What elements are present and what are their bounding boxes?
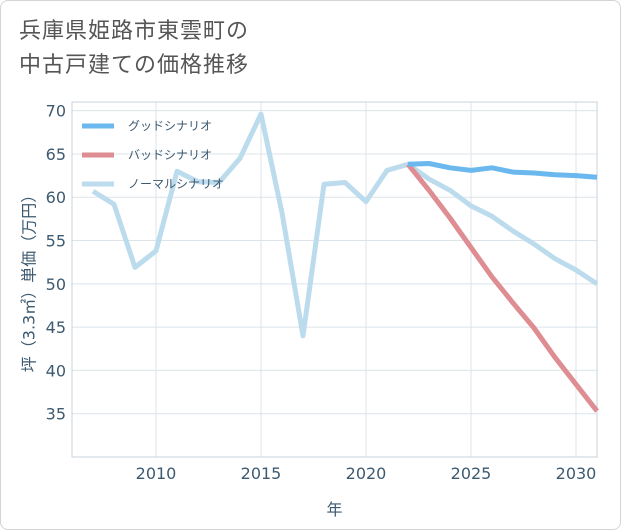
series-line-0: [407, 161, 598, 180]
x-tick-label: 2015: [241, 464, 282, 483]
y-tick-label: 70: [46, 102, 66, 121]
legend-label-2: ノーマルシナリオ: [128, 177, 224, 191]
legend-label-1: バッドシナリオ: [128, 148, 212, 162]
y-tick-label: 50: [46, 275, 66, 294]
grid: [72, 102, 597, 457]
y-tick-label: 60: [46, 188, 66, 207]
y-tick-label: 35: [46, 405, 66, 424]
series-line-2: [91, 111, 599, 339]
x-tick-label: 2020: [346, 464, 387, 483]
series-layer: [91, 111, 599, 413]
y-tick-label: 55: [46, 232, 66, 251]
legend-label-0: グッドシナリオ: [128, 119, 212, 133]
plot-area: [71, 101, 598, 458]
chart-title-line-1: 兵庫県姫路市東雲町の: [19, 19, 250, 44]
series-line-1: [406, 162, 599, 413]
y-tick-label: 65: [46, 145, 66, 164]
x-axis-label: 年: [326, 500, 342, 519]
x-tick-label: 2025: [451, 464, 492, 483]
y-axis-label: 坪（3.3㎡）単価（万円）: [20, 187, 39, 372]
y-tick-label: 40: [46, 361, 66, 380]
axis-ticks: 35 40 45 50 55 60 65 70 2010 2015 2020 2025 2030: [46, 102, 597, 483]
x-tick-label: 2010: [136, 464, 177, 483]
chart-title-line-2: 中古戸建ての価格推移: [19, 53, 250, 78]
chart-title: 兵庫県姫路市東雲町の 中古戸建ての価格推移: [19, 15, 249, 83]
y-tick-label: 45: [46, 318, 66, 337]
x-tick-label: 2030: [556, 464, 597, 483]
